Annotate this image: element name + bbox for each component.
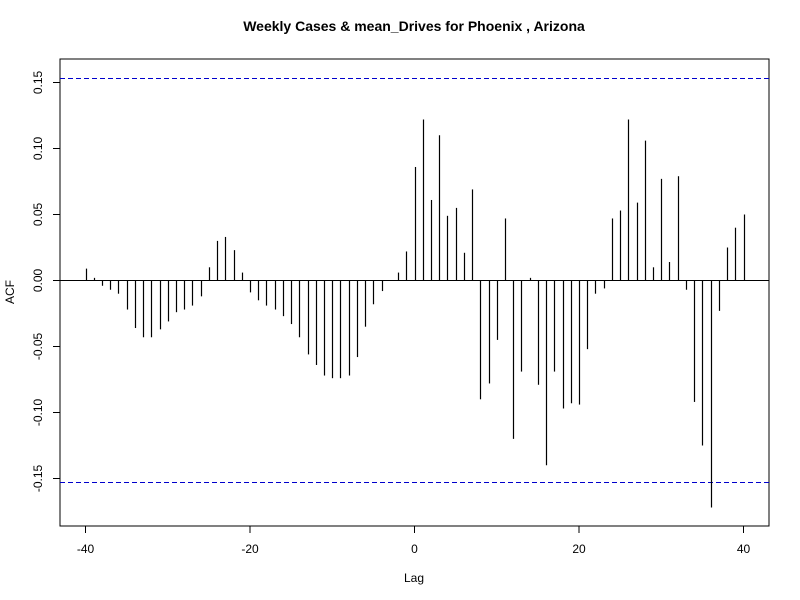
y-axis-label: ACF: [3, 280, 17, 304]
x-tick-label: -40: [77, 542, 95, 556]
y-tick-label: 0.10: [31, 136, 45, 160]
y-tick-label: 0.00: [31, 268, 45, 292]
x-tick-label: 40: [737, 542, 751, 556]
y-tick-label: -0.10: [31, 399, 45, 427]
x-axis-label: Lag: [404, 571, 424, 585]
y-tick-label: 0.15: [31, 70, 45, 94]
chart-title: Weekly Cases & mean_Drives for Phoenix ,…: [243, 18, 585, 34]
y-tick-label: -0.05: [31, 333, 45, 361]
y-axis: -0.15 -0.10 -0.05 0.00 0.05 0.10 0.15: [31, 70, 61, 493]
y-tick-label: 0.05: [31, 202, 45, 226]
plot-frame: [59, 58, 770, 527]
acf-bars: [85, 119, 746, 508]
x-tick-label: -20: [241, 542, 259, 556]
confidence-lines: [60, 78, 769, 483]
y-tick-label: -0.15: [31, 465, 45, 493]
x-tick-label: 20: [572, 542, 586, 556]
x-axis: -40 -20 0 20 40: [77, 525, 751, 556]
x-tick-label: 0: [411, 542, 418, 556]
